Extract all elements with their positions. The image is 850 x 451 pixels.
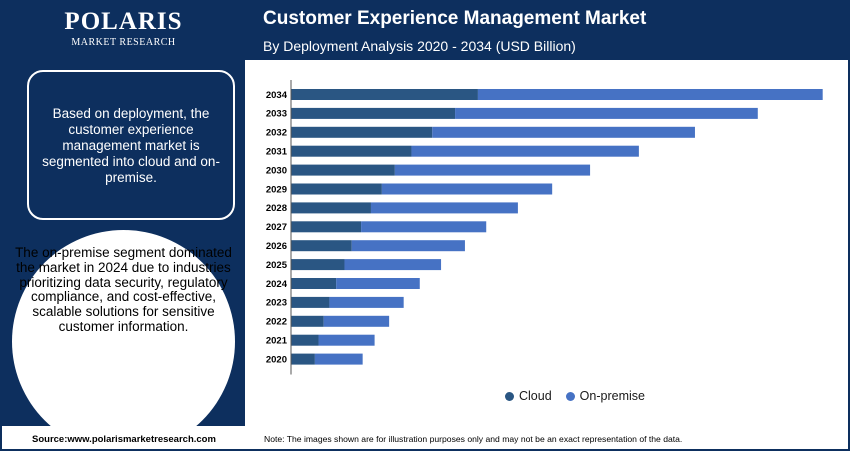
legend-label-cloud: Cloud [519, 389, 552, 403]
highlight-circle [12, 230, 235, 426]
bar-cloud-2021 [291, 334, 319, 346]
bar-on-premise-2025 [344, 259, 442, 271]
bar-on-premise-2020 [314, 353, 363, 365]
legend-item-cloud: Cloud [505, 389, 552, 403]
bar-cloud-2030 [291, 164, 395, 176]
bar-on-premise-2028 [370, 202, 518, 214]
bar-on-premise-2021 [318, 334, 375, 346]
bar-cloud-2029 [291, 183, 382, 195]
y-tick-2033: 2033 [266, 109, 287, 120]
deployment-info-box: Based on deployment, the customer experi… [27, 70, 235, 220]
bar-chart: 2034 2033 2032 2031 2030 2029 2028 2027 2026 2025… [266, 80, 823, 375]
legend-swatch-on-premise [565, 391, 575, 401]
y-tick-2031: 2031 [266, 147, 288, 158]
y-tick-2027: 2027 [266, 222, 287, 233]
y-tick-2022: 2022 [266, 317, 287, 328]
highlight-circle-text: The on-premise segment dominated the mar… [15, 245, 232, 334]
y-tick-labels: 2034 2033 2032 2031 2030 2029 2028 2027 2026 2025… [266, 90, 288, 366]
bar-on-premise-2024 [336, 278, 420, 289]
logo-wordmark: POLARIS [2, 8, 245, 36]
legend-label-on-premise: On-premise [579, 389, 645, 403]
left-panel: POLARIS MARKET RESEARCH Based on deploym… [2, 2, 245, 426]
bar-cloud-2026 [291, 240, 352, 252]
bar-cloud-2034 [291, 89, 478, 100]
bar-on-premise-2030 [394, 164, 591, 176]
bar-cloud-2028 [291, 202, 371, 214]
bar-on-premise-2031 [411, 145, 639, 157]
y-tick-2021: 2021 [266, 336, 288, 347]
bars-group [291, 89, 823, 365]
footer: Source:www.polarismarketresearch.com Not… [2, 426, 848, 449]
legend-item-on-premise: On-premise [565, 389, 645, 403]
y-tick-2026: 2026 [266, 241, 287, 252]
bar-cloud-2023 [291, 296, 330, 308]
bar-cloud-2022 [291, 315, 324, 327]
bar-cloud-2024 [291, 278, 337, 289]
bar-cloud-2025 [291, 259, 345, 271]
logo-tagline: MARKET RESEARCH [71, 37, 176, 48]
bar-on-premise-2023 [329, 296, 404, 308]
bar-cloud-2027 [291, 221, 362, 233]
logo-name: POLARIS [64, 8, 183, 35]
bar-cloud-2033 [291, 107, 456, 119]
bar-on-premise-2026 [351, 240, 465, 252]
y-tick-2025: 2025 [266, 260, 288, 271]
y-tick-2023: 2023 [266, 298, 287, 309]
y-tick-2024: 2024 [266, 279, 288, 290]
bar-cloud-2031 [291, 145, 412, 157]
logo: POLARIS MARKET RESEARCH [2, 8, 245, 48]
y-tick-2032: 2032 [266, 128, 287, 139]
chart-header: Customer Experience Management Market By… [245, 2, 848, 60]
bar-on-premise-2032 [432, 126, 695, 138]
chart-title: Customer Experience Management Market [263, 8, 647, 29]
bar-on-premise-2029 [381, 183, 553, 195]
chart-subtitle: By Deployment Analysis 2020 - 2034 (USD … [263, 38, 576, 54]
disclaimer-note: Note: The images shown are for illustrat… [264, 434, 683, 444]
bar-cloud-2020 [291, 353, 315, 365]
bar-on-premise-2033 [455, 107, 758, 119]
legend-swatch-cloud [505, 391, 514, 401]
bar-on-premise-2027 [361, 221, 487, 233]
bar-on-premise-2022 [323, 315, 390, 327]
y-tick-2029: 2029 [266, 184, 287, 195]
y-tick-2030: 2030 [266, 165, 287, 176]
legend: Cloud On-premise [505, 389, 659, 403]
y-tick-2034: 2034 [266, 90, 288, 101]
bar-cloud-2032 [291, 126, 433, 138]
bar-on-premise-2034 [477, 89, 823, 100]
y-tick-2020: 2020 [266, 354, 287, 365]
y-tick-2028: 2028 [266, 203, 287, 214]
source-text: Source:www.polarismarketresearch.com [32, 434, 216, 445]
